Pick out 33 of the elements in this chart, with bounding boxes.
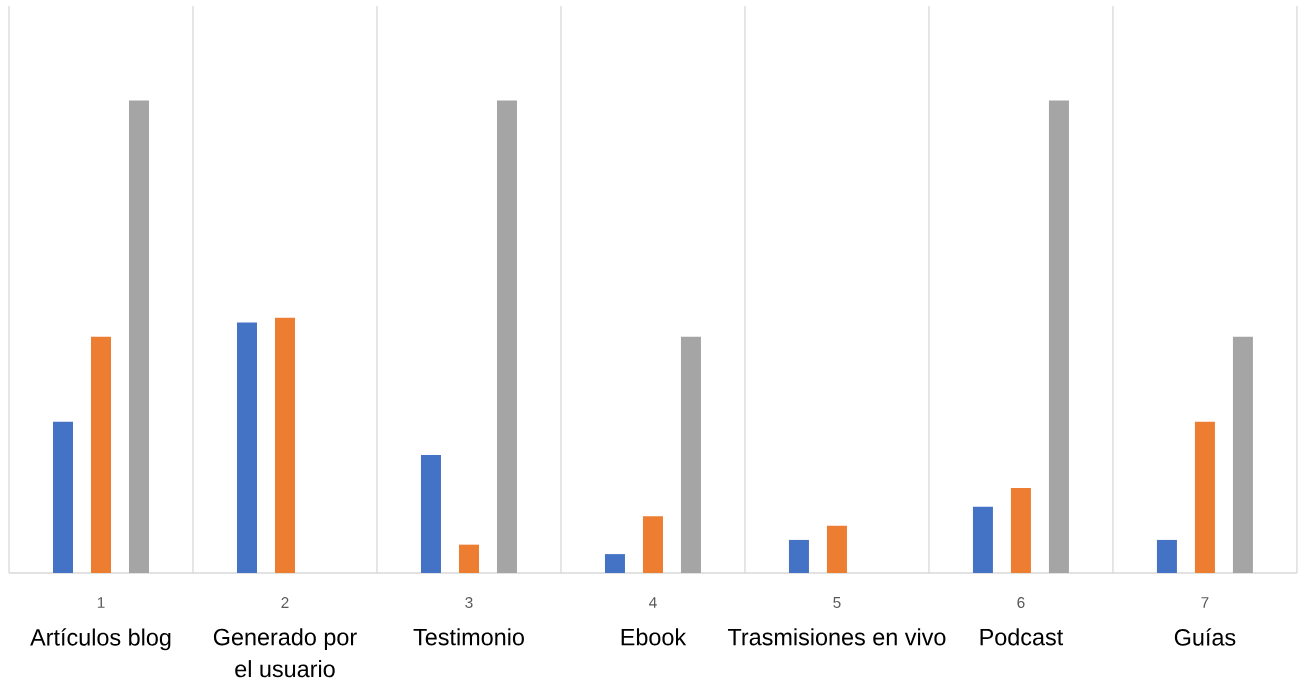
bar xyxy=(53,421,73,573)
bar xyxy=(1232,336,1253,573)
bar xyxy=(642,516,663,573)
x-tick-label: Trasmisiones en vivo xyxy=(727,628,946,646)
bar xyxy=(91,336,111,573)
bar xyxy=(826,525,847,573)
bar xyxy=(236,322,257,573)
text: 7 xyxy=(1201,597,1209,608)
bar xyxy=(1048,100,1069,573)
text: 6 xyxy=(1017,597,1025,608)
bar xyxy=(274,317,295,573)
bar xyxy=(1010,487,1031,573)
bar xyxy=(1156,539,1177,573)
bar xyxy=(788,539,809,573)
x-tick-label: Ebook xyxy=(621,628,687,646)
text: 2 xyxy=(281,597,289,608)
x-tick-label: Artículos blog xyxy=(30,628,171,651)
x-tick-label: Guías xyxy=(1174,628,1236,646)
bar xyxy=(972,506,993,573)
x-tick-label: Podcast xyxy=(980,628,1064,646)
text: 1 xyxy=(97,597,105,608)
text: 5 xyxy=(833,597,841,608)
bar xyxy=(496,100,517,573)
bar xyxy=(680,336,701,573)
bar xyxy=(458,544,479,573)
text: 4 xyxy=(649,597,657,608)
bar xyxy=(129,100,149,573)
x-tick-label: Generado por el usuario xyxy=(213,628,357,678)
bar xyxy=(1194,421,1215,573)
bar xyxy=(420,454,441,573)
bar xyxy=(604,554,625,573)
x-tick-label: Testimonio xyxy=(413,628,524,646)
text: 3 xyxy=(465,597,473,608)
